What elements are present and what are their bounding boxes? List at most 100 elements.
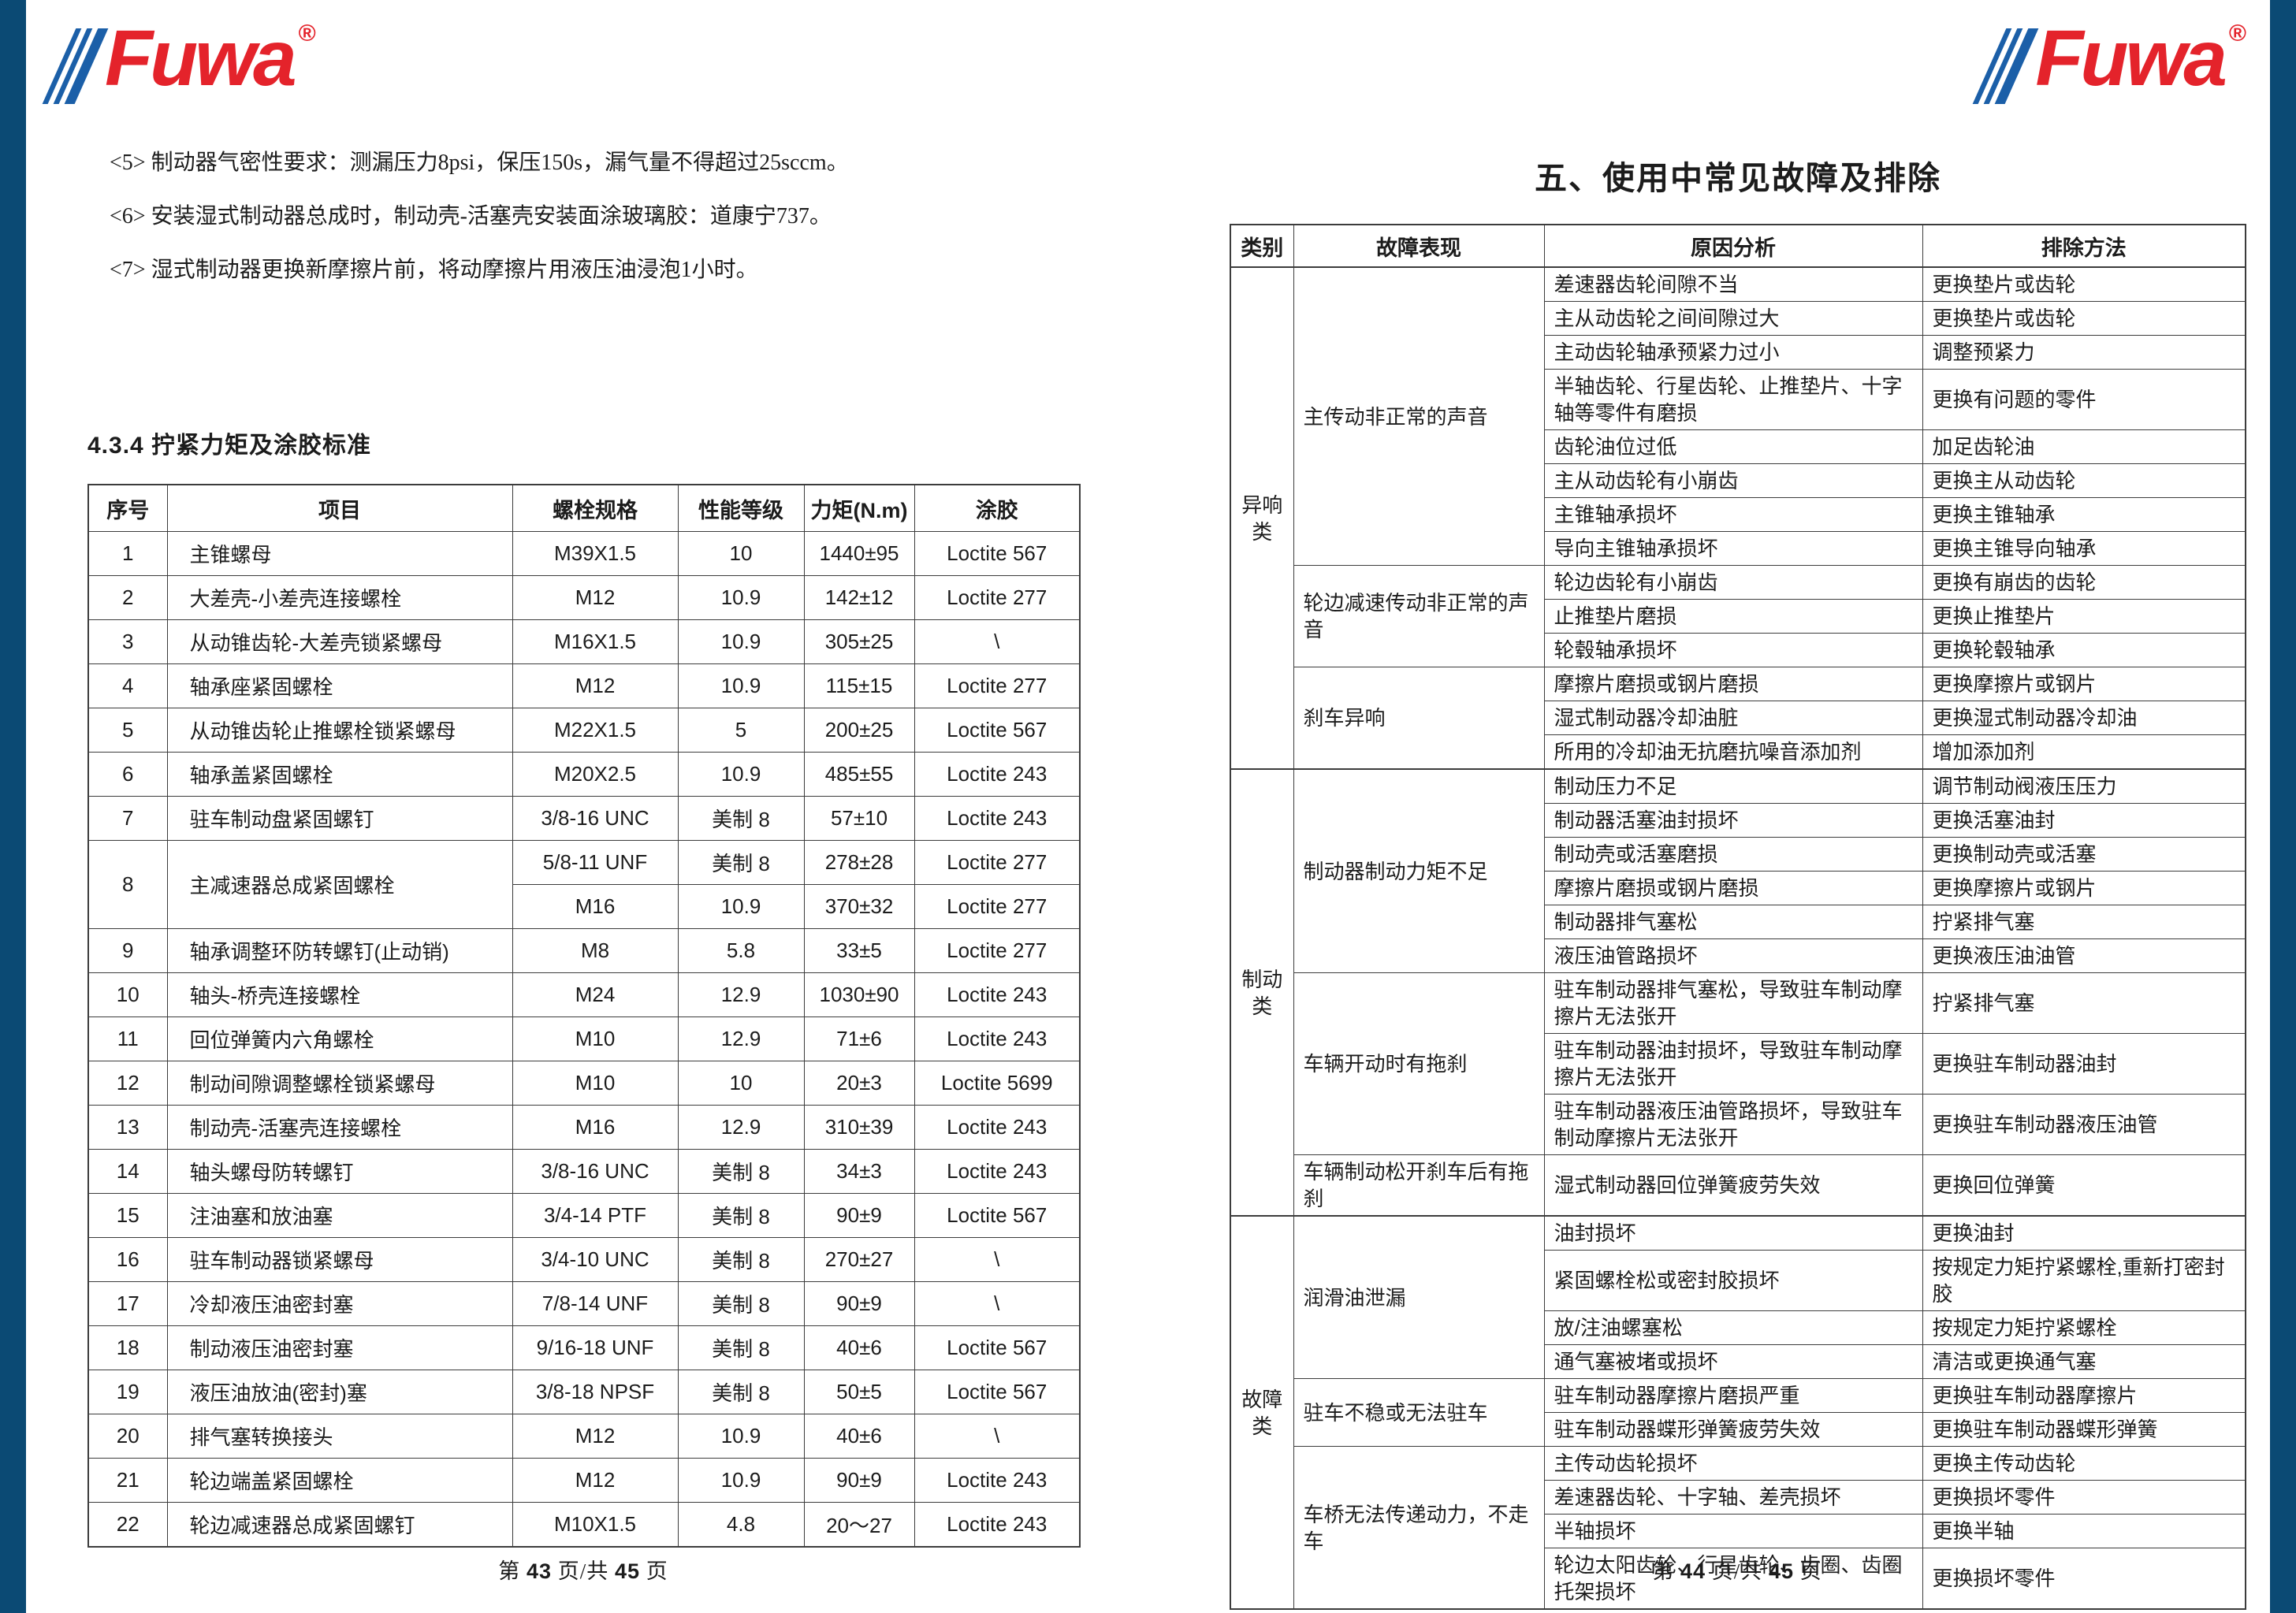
cell-item: 主锥螺母	[166, 531, 513, 576]
cell-category: 制动类	[1230, 768, 1294, 1217]
cell-glue: Loctite 243	[914, 1502, 1081, 1548]
column-header: 项目	[166, 484, 513, 532]
cell-remedy: 更换回位弹簧	[1922, 1154, 2246, 1217]
cell-glue: Loctite 567	[914, 1370, 1081, 1414]
cell-remedy: 更换轮毂轴承	[1922, 633, 2246, 667]
cell-spec: 9/16-18 UNF	[512, 1325, 679, 1370]
table-row: 5 从动锥齿轮止推螺栓锁紧螺母 M22X1.5 5 200±25 Loctite 567	[87, 708, 1081, 753]
cell-seq: 12	[87, 1061, 168, 1106]
cell-glue: Loctite 243	[914, 972, 1081, 1017]
cell-remedy: 按规定力矩拧紧螺栓,重新打密封胶	[1922, 1250, 2246, 1311]
cell-cause: 驻车制动器蝶形弹簧疲劳失效	[1543, 1412, 1923, 1447]
cell-glue: Loctite 277	[914, 928, 1081, 973]
footer-prefix: 第	[498, 1559, 521, 1583]
cell-cause: 油封损坏	[1543, 1215, 1923, 1251]
cell-cause: 止推垫片磨损	[1543, 599, 1923, 634]
cell-remedy: 更换驻车制动器液压油管	[1922, 1094, 2246, 1155]
cell-glue: \	[914, 1237, 1081, 1282]
cell-glue: Loctite 567	[914, 1193, 1081, 1238]
cell-item: 轴承调整环防转螺钉(止动销)	[166, 928, 513, 973]
footer-page-number: 44	[1680, 1559, 1706, 1583]
table-row: 主锥轴承损坏 更换主锥轴承	[1230, 497, 2246, 532]
cell-spec: M12	[512, 663, 679, 708]
cell-seq: 13	[87, 1105, 168, 1150]
cell-torque: 1030±90	[803, 972, 915, 1017]
cell-grade: 10.9	[677, 752, 805, 797]
table-row: 止推垫片磨损 更换止推垫片	[1230, 599, 2246, 634]
table-row: 13 制动壳-活塞壳连接螺栓 M16 12.9 310±39 Loctite 243	[87, 1105, 1081, 1150]
cell-grade: 5.8	[677, 928, 805, 973]
table-row: 3 从动锥齿轮-大差壳锁紧螺母 M16X1.5 10.9 305±25 \	[87, 619, 1081, 664]
cell-remedy: 更换主传动齿轮	[1922, 1446, 2246, 1481]
cell-seq: 3	[87, 619, 168, 664]
table-row: 驻车制动器蝶形弹簧疲劳失效 更换驻车制动器蝶形弹簧	[1230, 1412, 2246, 1447]
table-row: 21 轮边端盖紧固螺栓 M12 10.9 90±9 Loctite 243	[87, 1458, 1081, 1503]
cell-glue: Loctite 243	[914, 752, 1081, 797]
cell-spec: 3/4-10 UNC	[512, 1237, 679, 1282]
cell-remedy: 调节制动阀液压压力	[1922, 768, 2246, 804]
cell-item: 驻车制动盘紧固螺钉	[166, 796, 513, 841]
cell-symptom: 制动器制动力矩不足	[1293, 768, 1545, 973]
table-row: 8 主减速器总成紧固螺栓 5/8-11 UNF 美制 8 278±28 Loctite 2…	[87, 840, 1081, 929]
cell-item: 驻车制动器锁紧螺母	[166, 1237, 513, 1282]
cell-remedy: 按规定力矩拧紧螺栓	[1922, 1310, 2246, 1345]
table-row: 1 主锥螺母 M39X1.5 10 1440±95 Loctite 567	[87, 531, 1081, 576]
cell-torque: 33±5	[803, 928, 915, 973]
cell-spec: M10	[512, 1016, 679, 1061]
cell-grade: 10.9	[677, 1458, 805, 1503]
cell-grade: 美制 8	[677, 1281, 805, 1326]
cell-remedy: 更换损坏零件	[1922, 1480, 2246, 1515]
table-row: 14 轴头螺母防转螺钉 3/8-16 UNC 美制 8 34±3 Loctite 243	[87, 1149, 1081, 1194]
cell-seq: 16	[87, 1237, 168, 1282]
cell-spec: M10	[512, 1061, 679, 1106]
cell-seq: 1	[87, 531, 168, 576]
table-row: 16 驻车制动器锁紧螺母 3/4-10 UNC 美制 8 270±27 \	[87, 1237, 1081, 1282]
cell-cause: 所用的冷却油无抗磨抗噪音添加剂	[1543, 734, 1923, 770]
table-row: 异响类 主传动非正常的声音 差速器齿轮间隙不当 更换垫片或齿轮	[1230, 266, 2246, 770]
column-header: 排除方法	[1922, 224, 2246, 268]
table-row: 7 驻车制动盘紧固螺钉 3/8-16 UNC 美制 8 57±10 Loctite 243	[87, 796, 1081, 841]
cell-spec: M39X1.5	[512, 531, 679, 576]
table-row: 放/注油螺塞松 按规定力矩拧紧螺栓	[1230, 1310, 2246, 1345]
cell-item: 从动锥齿轮-大差壳锁紧螺母	[166, 619, 513, 664]
cell-grade: 12.9	[677, 1016, 805, 1061]
cell-spec: M12	[512, 1458, 679, 1503]
cell-glue: \	[914, 1281, 1081, 1326]
cell-remedy: 更换湿式制动器冷却油	[1922, 701, 2246, 735]
cell-cause: 驻车制动器液压油管路损坏，导致驻车制动摩擦片无法张开	[1543, 1094, 1923, 1155]
cell-remedy: 更换损坏零件	[1922, 1548, 2246, 1610]
cell-spec: M16	[512, 1105, 679, 1150]
cell-torque: 485±55	[803, 752, 915, 797]
cell-torque: 310±39	[803, 1105, 915, 1150]
cell-spec: 5/8-11 UNF	[512, 840, 679, 885]
cell-seq: 20	[87, 1414, 168, 1459]
cell-remedy: 更换有崩齿的齿轮	[1922, 565, 2246, 600]
cell-grade: 美制 8	[677, 796, 805, 841]
cell-glue: Loctite 243	[914, 796, 1081, 841]
cell-cause: 摩擦片磨损或钢片磨损	[1543, 667, 1923, 701]
cell-symptom: 刹车异响	[1293, 667, 1545, 770]
cell-remedy: 清洁或更换通气塞	[1922, 1344, 2246, 1379]
cell-glue: Loctite 567	[914, 1325, 1081, 1370]
left-edge-stripe	[0, 0, 26, 1613]
cell-remedy: 更换驻车制动器蝶形弹簧	[1922, 1412, 2246, 1447]
cell-item: 回位弹簧内六角螺栓	[166, 1016, 513, 1061]
fuwa-logo-right: Fuwa ®	[1972, 17, 2246, 112]
cell-cause: 主锥轴承损坏	[1543, 497, 1923, 532]
cell-spec: M22X1.5	[512, 708, 679, 753]
cell-seq: 8	[87, 840, 168, 929]
cell-cause: 制动器排气塞松	[1543, 905, 1923, 939]
cell-remedy: 更换摩擦片或钢片	[1922, 871, 2246, 905]
cell-glue: \	[914, 619, 1081, 664]
cell-item: 注油塞和放油塞	[166, 1193, 513, 1238]
cell-item: 轮边减速器总成紧固螺钉	[166, 1502, 513, 1548]
registered-mark: ®	[2228, 20, 2246, 46]
cell-glue: Loctite 277	[914, 840, 1081, 885]
cell-torque: 270±27	[803, 1237, 915, 1282]
table-row: 差速器齿轮、十字轴、差壳损坏 更换损坏零件	[1230, 1480, 2246, 1515]
cell-glue: Loctite 277	[914, 663, 1081, 708]
table-row: 驻车不稳或无法驻车 驻车制动器摩擦片磨损严重 更换驻车制动器摩擦片	[1230, 1378, 2246, 1447]
cell-grade: 12.9	[677, 1105, 805, 1150]
table-row: 18 制动液压油密封塞 9/16-18 UNF 美制 8 40±6 Loctite 567	[87, 1325, 1081, 1370]
cell-grade: 美制 8	[677, 1149, 805, 1194]
